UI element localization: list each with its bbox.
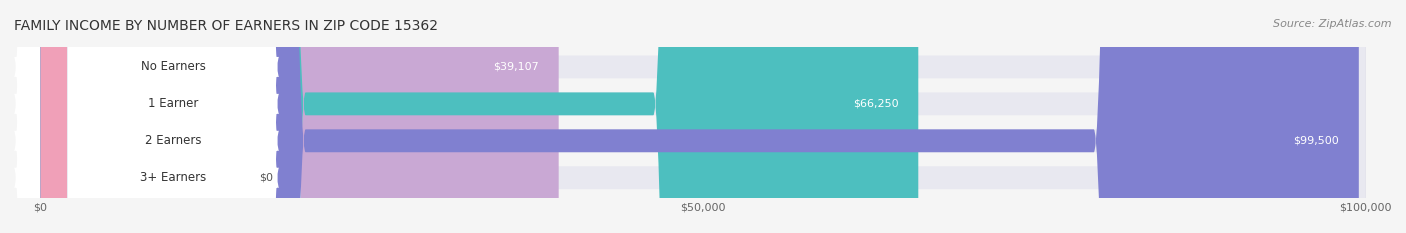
FancyBboxPatch shape [41, 0, 1365, 233]
Text: 3+ Earners: 3+ Earners [141, 171, 207, 184]
FancyBboxPatch shape [41, 0, 67, 233]
FancyBboxPatch shape [41, 0, 1358, 233]
Text: No Earners: No Earners [141, 60, 205, 73]
Text: $99,500: $99,500 [1294, 136, 1339, 146]
FancyBboxPatch shape [41, 0, 1365, 233]
Text: $39,107: $39,107 [494, 62, 538, 72]
FancyBboxPatch shape [14, 0, 278, 233]
Text: FAMILY INCOME BY NUMBER OF EARNERS IN ZIP CODE 15362: FAMILY INCOME BY NUMBER OF EARNERS IN ZI… [14, 19, 439, 33]
FancyBboxPatch shape [41, 0, 67, 233]
FancyBboxPatch shape [41, 0, 1365, 233]
FancyBboxPatch shape [41, 0, 67, 233]
FancyBboxPatch shape [14, 0, 278, 233]
FancyBboxPatch shape [14, 0, 278, 233]
FancyBboxPatch shape [41, 0, 558, 233]
Text: 1 Earner: 1 Earner [148, 97, 198, 110]
Text: $66,250: $66,250 [853, 99, 898, 109]
FancyBboxPatch shape [14, 0, 278, 233]
Text: $0: $0 [259, 173, 273, 183]
Text: 2 Earners: 2 Earners [145, 134, 201, 147]
FancyBboxPatch shape [41, 0, 918, 233]
Text: Source: ZipAtlas.com: Source: ZipAtlas.com [1274, 19, 1392, 29]
FancyBboxPatch shape [41, 0, 67, 233]
FancyBboxPatch shape [41, 0, 1365, 233]
